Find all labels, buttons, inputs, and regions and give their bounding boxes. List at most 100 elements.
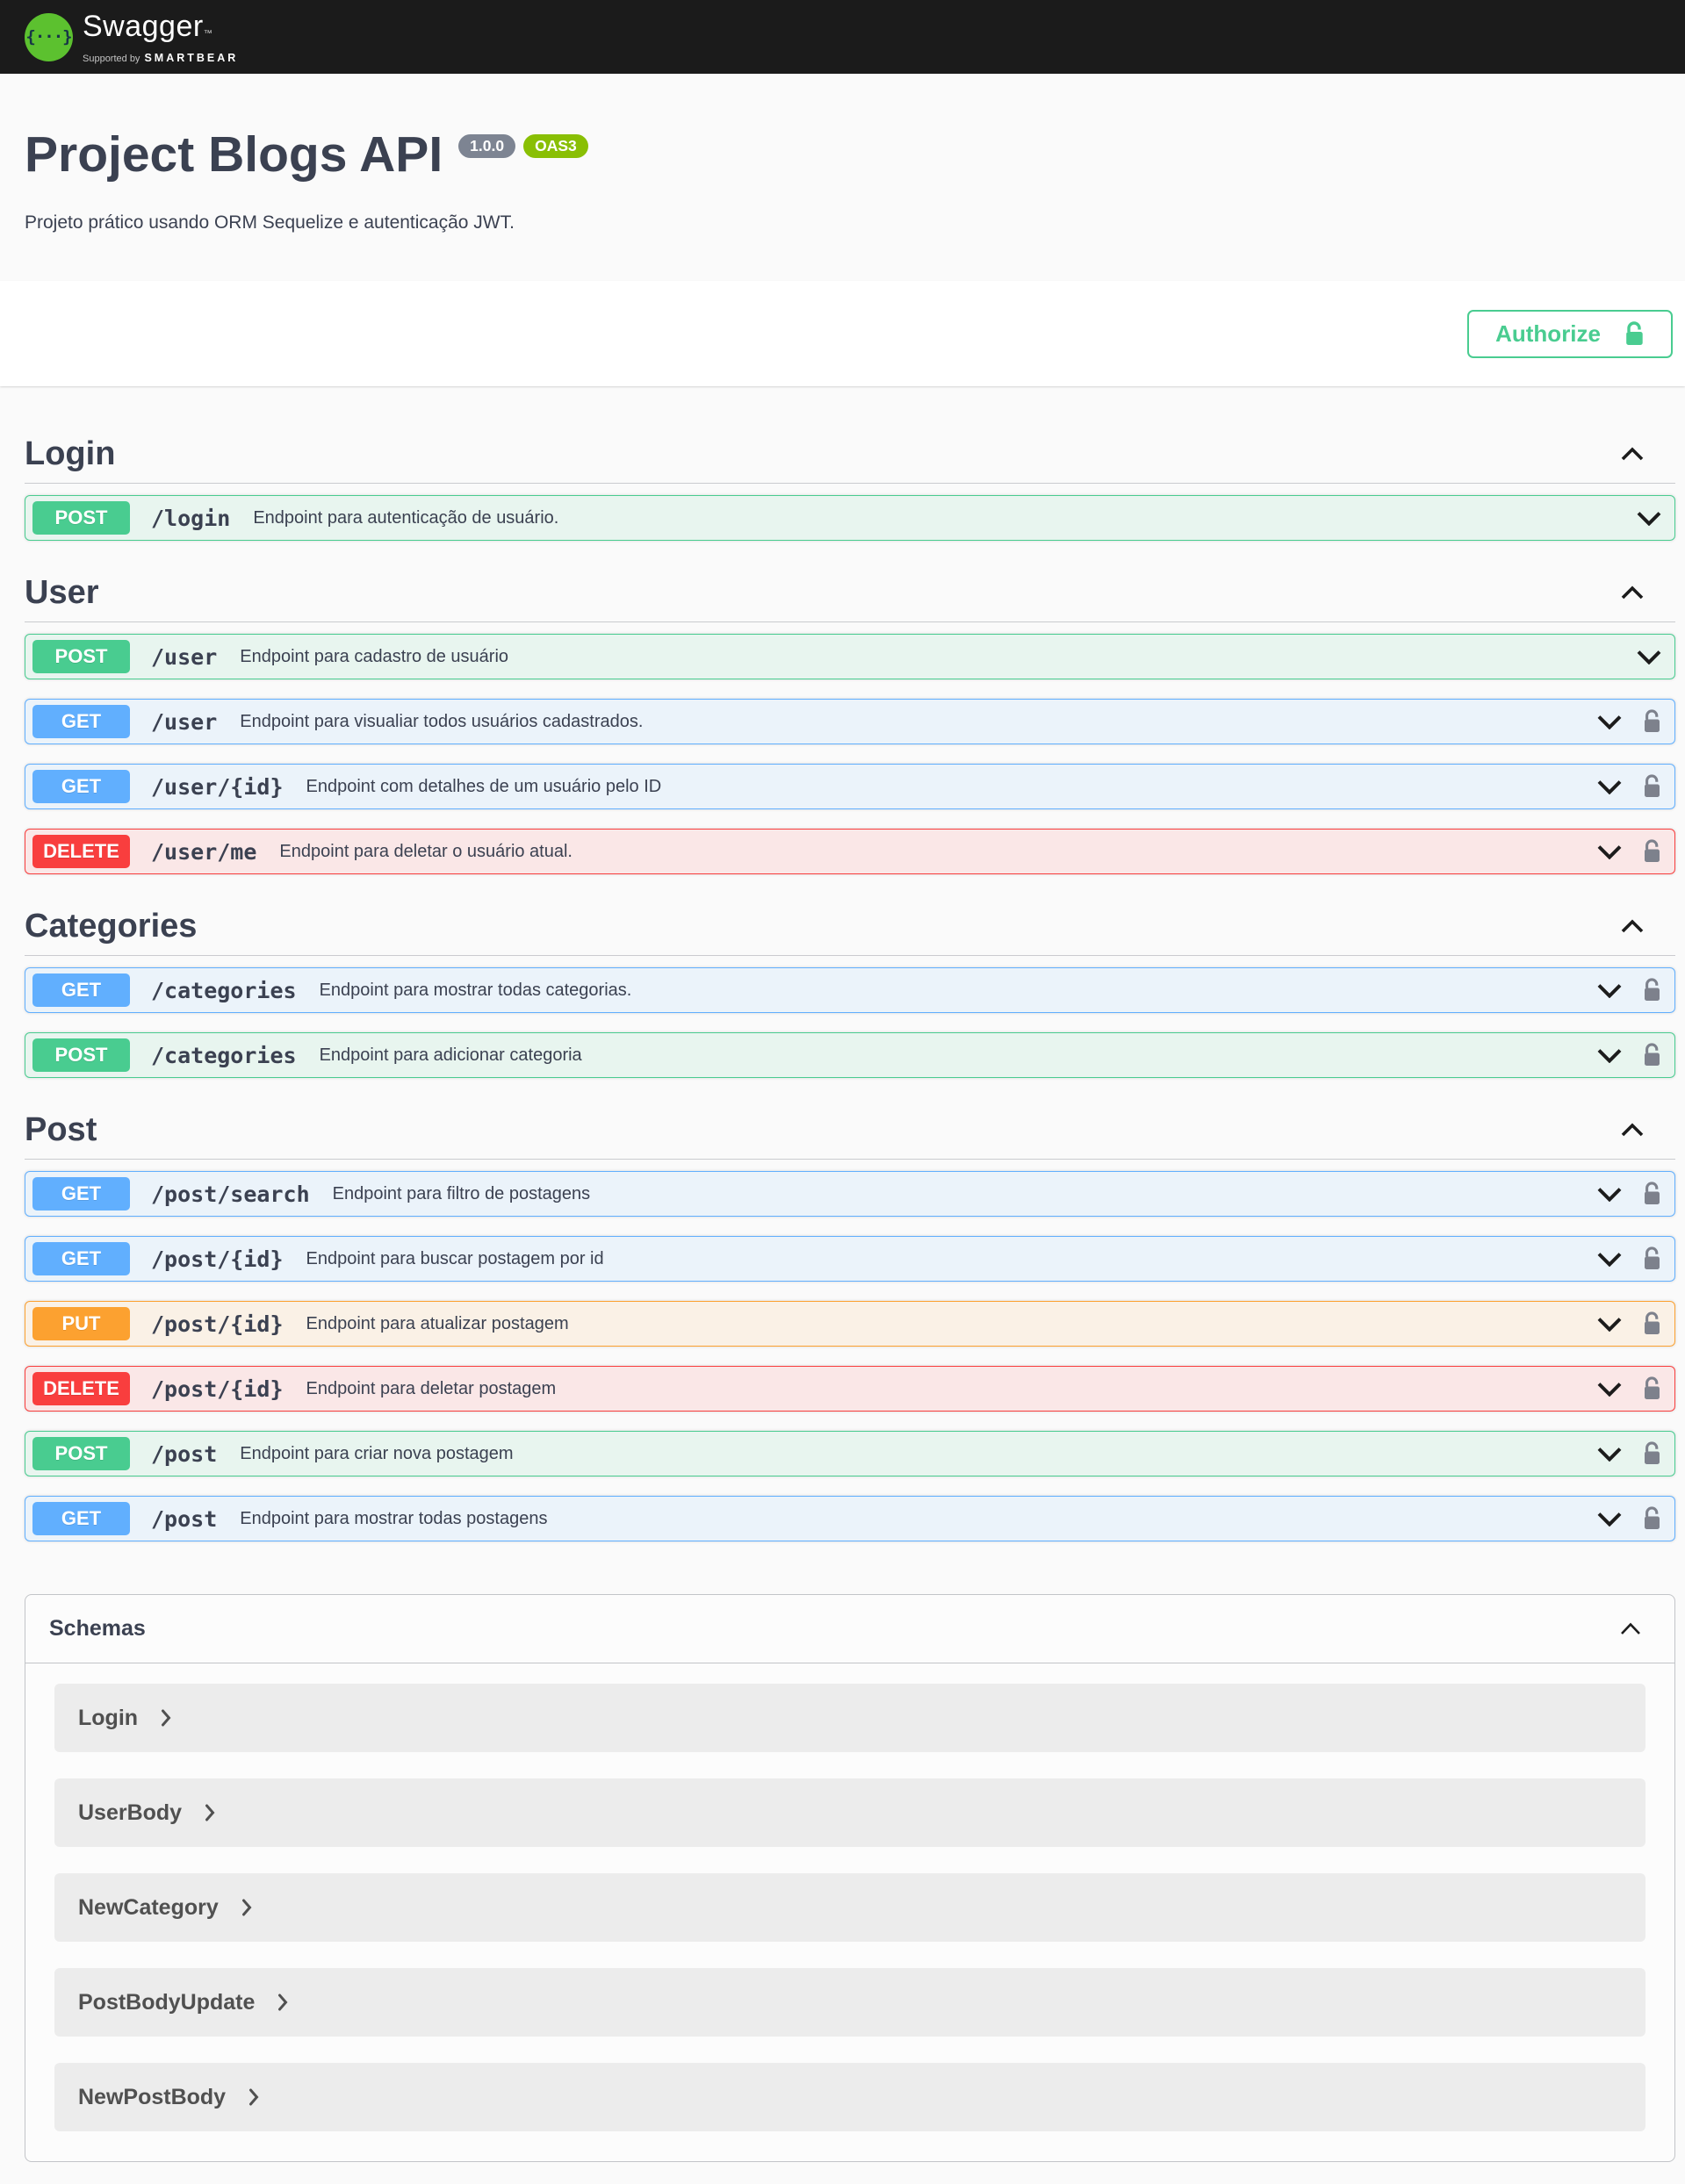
chevron-up-icon[interactable] — [1621, 586, 1644, 600]
endpoint-row[interactable]: POST /login Endpoint para autenticação d… — [25, 495, 1675, 541]
model-row[interactable]: NewPostBody — [54, 2063, 1645, 2131]
unlocked-padlock-icon[interactable] — [1643, 839, 1661, 864]
api-description: Projeto prático usando ORM Sequelize e a… — [25, 212, 515, 233]
chevron-right-icon[interactable] — [205, 1804, 215, 1821]
method-badge: GET — [32, 1242, 130, 1275]
scheme-container: Authorize — [0, 281, 1685, 386]
model-row[interactable]: UserBody — [54, 1778, 1645, 1847]
page-title: Project Blogs API — [25, 126, 443, 183]
unlocked-padlock-icon[interactable] — [1643, 978, 1661, 1002]
chevron-down-icon[interactable] — [1637, 511, 1661, 526]
endpoint-row[interactable]: GET /post/search Endpoint para filtro de… — [25, 1171, 1675, 1217]
endpoint-row[interactable]: GET /post Endpoint para mostrar todas po… — [25, 1496, 1675, 1541]
endpoint-description: Endpoint para adicionar categoria — [319, 1045, 582, 1065]
method-badge: POST — [32, 501, 130, 535]
chevron-down-icon[interactable] — [1597, 1317, 1622, 1332]
chevron-down-icon[interactable] — [1597, 1252, 1622, 1267]
chevron-down-icon[interactable] — [1597, 844, 1622, 859]
endpoint-row[interactable]: POST /post Endpoint para criar nova post… — [25, 1431, 1675, 1476]
authorize-label: Authorize — [1495, 320, 1601, 347]
endpoint-path: /user — [151, 643, 218, 670]
chevron-down-icon[interactable] — [1597, 715, 1622, 729]
info-section: Project Blogs API 1.0.0 OAS3 Projeto prá… — [0, 74, 1685, 281]
endpoint-description: Endpoint para deletar o usuário atual. — [279, 841, 572, 861]
chevron-down-icon[interactable] — [1597, 983, 1622, 998]
chevron-down-icon[interactable] — [1597, 1447, 1622, 1462]
chevron-up-icon[interactable] — [1621, 1123, 1644, 1137]
chevron-down-icon[interactable] — [1597, 1187, 1622, 1202]
endpoint-path: /login — [151, 505, 231, 531]
method-badge: POST — [32, 1038, 130, 1072]
model-title: NewPostBody — [78, 2084, 227, 2109]
unlocked-padlock-icon[interactable] — [1643, 709, 1661, 734]
unlocked-padlock-icon[interactable] — [1643, 1246, 1661, 1271]
schemas-section: Schemas Login UserBody NewCategory — [25, 1594, 1675, 2162]
chevron-up-icon[interactable] — [1620, 1622, 1641, 1635]
swagger-logo[interactable]: {···} Swagger™ Supported by SMARTBEAR — [25, 11, 238, 64]
swagger-logo-icon: {···} — [25, 12, 73, 61]
chevron-up-icon[interactable] — [1621, 919, 1644, 933]
tag-section: User POST /user Endpoint para cadastro d… — [25, 572, 1675, 874]
endpoint-row[interactable]: GET /user/{id} Endpoint com detalhes de … — [25, 764, 1675, 809]
tag-section-title: Categories — [25, 908, 198, 945]
method-badge: DELETE — [32, 835, 130, 868]
endpoint-description: Endpoint para buscar postagem por id — [306, 1248, 604, 1268]
endpoint-description: Endpoint com detalhes de um usuário pelo… — [306, 776, 662, 796]
chevron-right-icon[interactable] — [277, 1994, 288, 2011]
endpoint-row[interactable]: GET /post/{id} Endpoint para buscar post… — [25, 1236, 1675, 1282]
endpoint-row[interactable]: POST /user Endpoint para cadastro de usu… — [25, 634, 1675, 679]
unlocked-padlock-icon[interactable] — [1643, 774, 1661, 799]
endpoint-row[interactable]: GET /categories Endpoint para mostrar to… — [25, 967, 1675, 1013]
tag-section-operations: GET /post/search Endpoint para filtro de… — [25, 1171, 1675, 1541]
endpoint-description: Endpoint para visualiar todos usuários c… — [240, 711, 644, 731]
unlocked-padlock-icon[interactable] — [1643, 1441, 1661, 1466]
unlocked-padlock-icon[interactable] — [1643, 1376, 1661, 1401]
chevron-right-icon[interactable] — [248, 2088, 259, 2106]
chevron-down-icon[interactable] — [1637, 650, 1661, 665]
chevron-right-icon[interactable] — [161, 1709, 171, 1727]
tag-section-header-post[interactable]: Post — [25, 1110, 1675, 1160]
tag-section-operations: POST /login Endpoint para autenticação d… — [25, 495, 1675, 541]
unlocked-padlock-icon[interactable] — [1643, 1043, 1661, 1067]
tag-section: Login POST /login Endpoint para autentic… — [25, 434, 1675, 541]
chevron-down-icon[interactable] — [1597, 1382, 1622, 1397]
tag-section: Categories GET /categories Endpoint para… — [25, 906, 1675, 1078]
model-title: UserBody — [78, 1800, 183, 1825]
endpoint-row[interactable]: DELETE /post/{id} Endpoint para deletar … — [25, 1366, 1675, 1412]
endpoint-description: Endpoint para deletar postagem — [306, 1378, 557, 1398]
chevron-down-icon[interactable] — [1597, 1512, 1622, 1527]
method-badge: GET — [32, 973, 130, 1007]
tag-section-header-categories[interactable]: Categories — [25, 906, 1675, 956]
model-title: Login — [78, 1705, 139, 1730]
schemas-header[interactable]: Schemas — [25, 1595, 1674, 1663]
authorize-button[interactable]: Authorize — [1467, 309, 1673, 358]
sections-root: Login POST /login Endpoint para autentic… — [0, 386, 1685, 1541]
smartbear-brand: SMARTBEAR — [144, 51, 239, 64]
tag-section-header-login[interactable]: Login — [25, 434, 1675, 484]
model-row[interactable]: PostBodyUpdate — [54, 1968, 1645, 2037]
chevron-down-icon[interactable] — [1597, 1048, 1622, 1063]
chevron-right-icon[interactable] — [241, 1899, 252, 1916]
endpoint-row[interactable]: PUT /post/{id} Endpoint para atualizar p… — [25, 1301, 1675, 1347]
model-title: NewCategory — [78, 1894, 219, 1920]
endpoint-row[interactable]: POST /categories Endpoint para adicionar… — [25, 1032, 1675, 1078]
model-row[interactable]: NewCategory — [54, 1873, 1645, 1942]
model-title: PostBodyUpdate — [78, 1989, 256, 2015]
endpoint-row[interactable]: GET /user Endpoint para visualiar todos … — [25, 699, 1675, 744]
endpoint-path: /post — [151, 1440, 218, 1467]
unlocked-padlock-icon[interactable] — [1643, 1182, 1661, 1206]
endpoint-path: /post/search — [151, 1181, 310, 1207]
brand-name: Swagger — [83, 9, 204, 43]
method-badge: POST — [32, 1437, 130, 1470]
chevron-down-icon[interactable] — [1597, 779, 1622, 794]
chevron-up-icon[interactable] — [1621, 447, 1644, 461]
unlocked-padlock-icon[interactable] — [1643, 1311, 1661, 1336]
model-row[interactable]: Login — [54, 1684, 1645, 1752]
method-badge: GET — [32, 770, 130, 803]
tag-section-header-user[interactable]: User — [25, 572, 1675, 622]
endpoint-description: Endpoint para cadastro de usuário — [240, 646, 509, 666]
method-badge: GET — [32, 1502, 130, 1535]
unlocked-padlock-icon[interactable] — [1643, 1506, 1661, 1531]
endpoint-description: Endpoint para mostrar todas postagens — [240, 1508, 548, 1528]
endpoint-row[interactable]: DELETE /user/me Endpoint para deletar o … — [25, 829, 1675, 874]
